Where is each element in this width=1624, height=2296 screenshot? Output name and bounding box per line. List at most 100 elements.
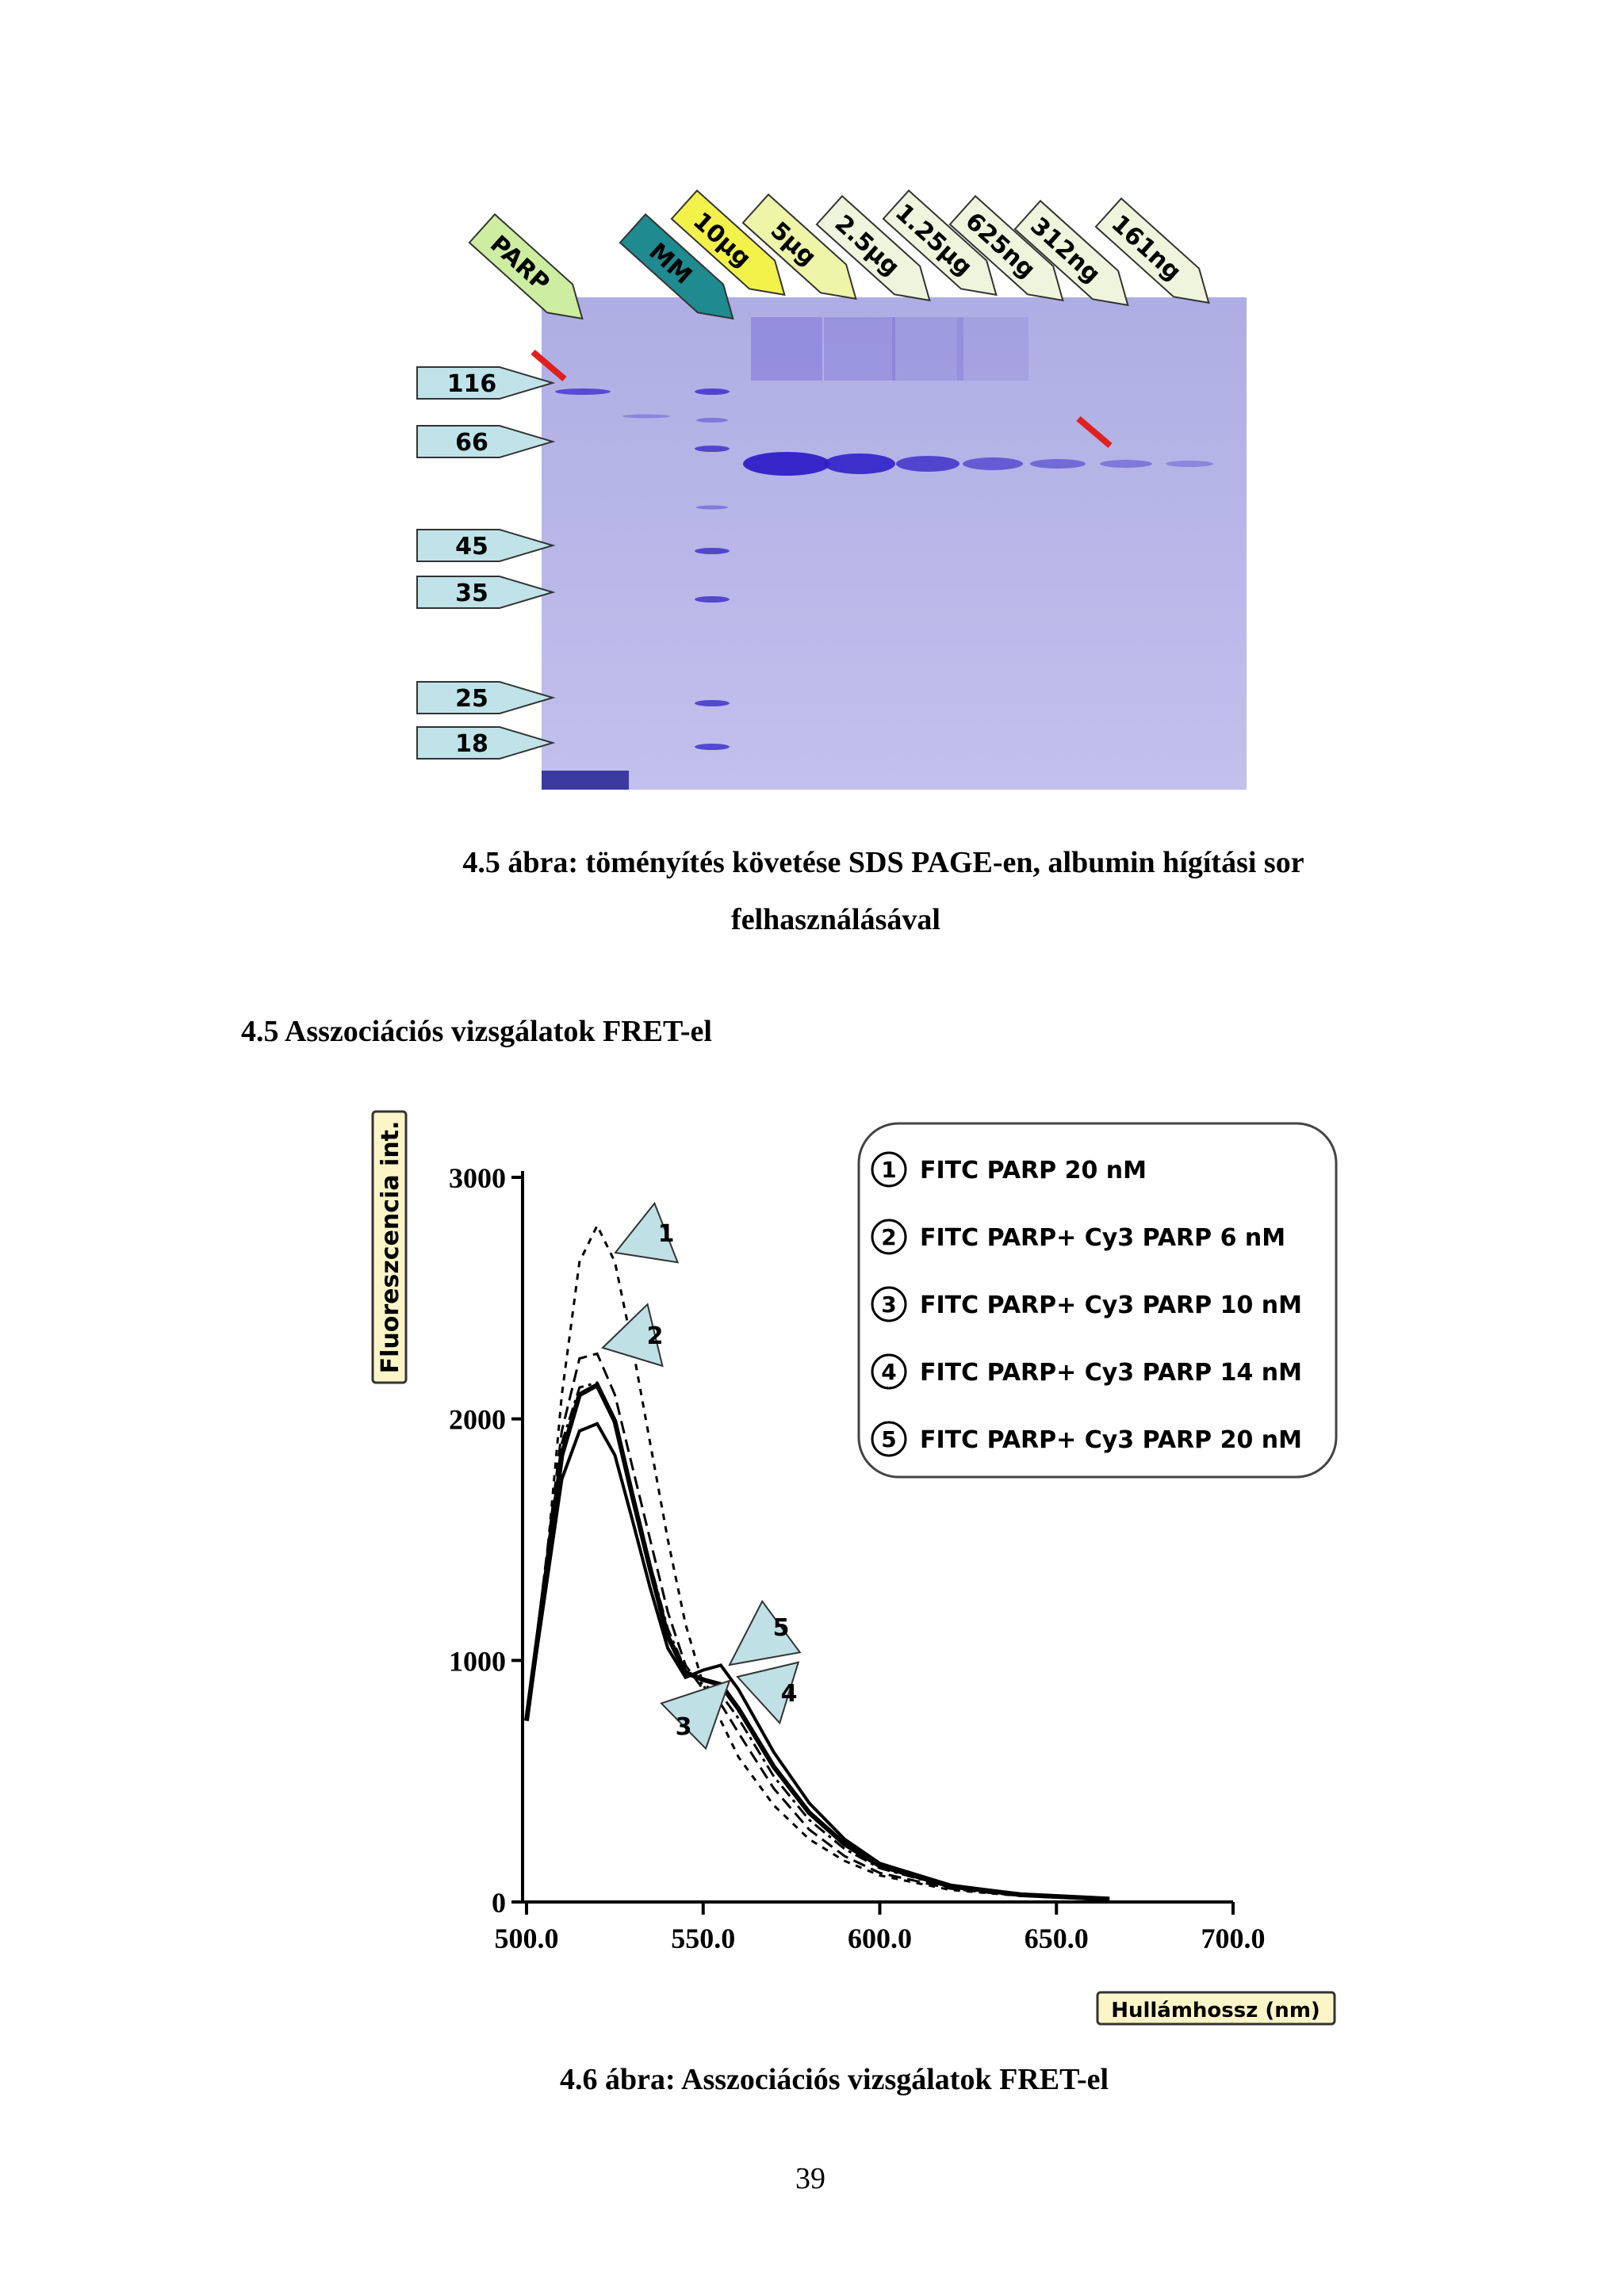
legend-badge: [871, 1286, 907, 1322]
lane-tag-shape: [948, 194, 1064, 302]
x-tick-label: 700.0: [1201, 1923, 1266, 1954]
callout: [614, 1201, 680, 1264]
lane-tag-shape: [619, 212, 734, 320]
x-tick-label: 500.0: [495, 1923, 559, 1954]
lane-tag: MM: [619, 212, 734, 320]
x-tick-label: 550.0: [671, 1923, 735, 1954]
caption-line: felhasználásával: [731, 903, 940, 936]
gel-band: [695, 744, 730, 750]
red-arrow: [1076, 415, 1113, 449]
y-title-box: [371, 1110, 408, 1384]
gel-smear: [824, 317, 895, 381]
callout-label: 4: [781, 1680, 798, 1708]
lane-tag-shape: [1094, 197, 1210, 304]
lane-tag-shape: [1013, 199, 1129, 307]
data-line: [525, 1422, 1110, 1901]
gel-band: [695, 596, 730, 603]
gel-smear: [957, 317, 1028, 381]
lane-tag-shape: [468, 212, 584, 320]
gel-band: [695, 700, 730, 706]
legend-number: 5: [881, 1426, 896, 1452]
gel-image: [542, 297, 1247, 790]
x-axis-title: Hullámhossz (nm): [1111, 1999, 1320, 2022]
callout-label: 1: [658, 1220, 675, 1248]
callout-label: 2: [647, 1322, 664, 1350]
gel-band: [622, 414, 670, 419]
chart: 0 1000 2000 3000 500.0 550.0 600.0 650.0 700.0 1 2…: [371, 1110, 1338, 2026]
x-tick-label: 650.0: [1025, 1923, 1089, 1954]
legend-label: FITC PARP+ Cy3 PARP 10 nM: [920, 1292, 1302, 1319]
data-line: [525, 1223, 1110, 1901]
legend-number: 2: [881, 1224, 896, 1250]
marker-tag: [416, 576, 556, 609]
marker-label: 25: [455, 685, 488, 713]
x-title-box: [1096, 1991, 1336, 2026]
marker-tag: [416, 726, 556, 760]
callout: [736, 1661, 800, 1725]
legend-number: 3: [881, 1292, 896, 1318]
gel-bands: [530, 317, 1213, 790]
lane-tag-shape: [882, 189, 998, 297]
gel-band: [695, 548, 730, 554]
gel-band: [695, 446, 730, 452]
y-axis-title: Fluoreszcencia int.: [377, 1121, 404, 1374]
gel-band: [1100, 460, 1152, 468]
figure-caption: 4.6 ábra: Asszociációs vizsgálatok FRET-…: [560, 2063, 1109, 2096]
legend-box: [857, 1122, 1338, 1479]
callout-label: 3: [676, 1713, 692, 1741]
gel-band: [743, 452, 830, 476]
caption-line: 4.5 ábra: töményítés követése SDS PAGE-e…: [462, 846, 1304, 879]
marker-label: 66: [455, 429, 488, 457]
legend-number: 4: [881, 1359, 896, 1385]
y-tick-label: 1000: [449, 1645, 506, 1677]
marker-label: 18: [455, 730, 488, 758]
marker-label: 35: [455, 580, 488, 607]
lane-tag-shape: [815, 194, 931, 302]
marker-tag: [416, 681, 556, 714]
legend-label: FITC PARP 20 nM: [920, 1157, 1147, 1184]
legend-number: 1: [881, 1157, 896, 1183]
lane-tag-shape: [741, 193, 857, 300]
callout-label: 5: [773, 1614, 790, 1642]
gel-band: [1166, 461, 1213, 467]
gel-band: [896, 456, 959, 472]
marker-tag: [416, 425, 556, 458]
page-number: 39: [795, 2162, 825, 2195]
gel-band: [555, 388, 611, 395]
legend-label: FITC PARP+ Cy3 PARP 6 nM: [920, 1224, 1285, 1252]
marker-label: 45: [455, 533, 488, 561]
lane-tag-shape: [670, 189, 786, 297]
y-tick-label: 3000: [449, 1162, 506, 1194]
callout: [728, 1599, 802, 1667]
callout: [660, 1679, 731, 1751]
legend-badge: [871, 1151, 907, 1188]
legend-badge: [871, 1353, 907, 1390]
y-tick-label: 2000: [449, 1404, 506, 1436]
data-line: [524, 1381, 1110, 1902]
gel-band: [1030, 459, 1086, 469]
lane-tag: 1.25µg: [882, 189, 998, 297]
legend-label: FITC PARP+ Cy3 PARP 20 nM: [920, 1426, 1302, 1454]
callout: [601, 1303, 664, 1368]
marker-tag: [416, 529, 556, 562]
gel-smear: [892, 317, 963, 381]
marker-tag: [416, 366, 556, 400]
legend-badge: [871, 1219, 907, 1255]
legend-badge: [871, 1421, 907, 1457]
gel-spot: [542, 771, 629, 790]
red-arrow: [530, 349, 567, 382]
y-tick-label: 0: [492, 1887, 506, 1919]
gel-band: [824, 453, 895, 474]
gel-band: [696, 505, 728, 510]
gel-band: [695, 388, 730, 395]
gel-smear: [751, 317, 822, 381]
x-tick-label: 600.0: [848, 1923, 912, 1954]
marker-label: 116: [447, 370, 497, 398]
legend-label: FITC PARP+ Cy3 PARP 14 nM: [920, 1359, 1302, 1387]
section-heading: 4.5 Asszociációs vizsgálatok FRET-el: [241, 1015, 712, 1048]
gel-band: [696, 418, 728, 423]
lane-tag: PARP: [468, 212, 584, 320]
